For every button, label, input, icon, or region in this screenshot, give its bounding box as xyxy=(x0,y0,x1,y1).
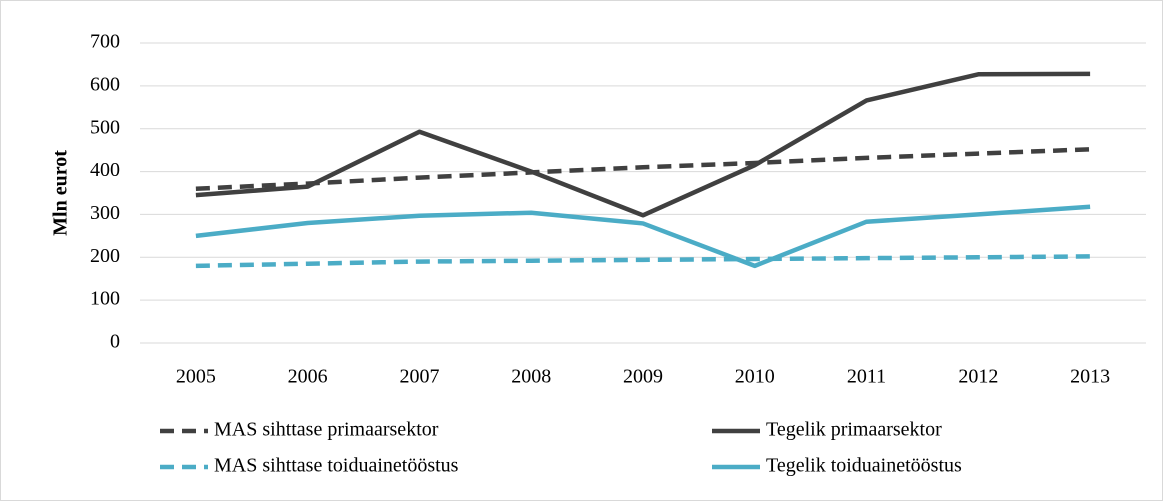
x-tick-label: 2006 xyxy=(288,366,328,388)
x-tick-label: 2007 xyxy=(399,366,439,388)
series-line xyxy=(195,71,1091,218)
y-tick-label: 700 xyxy=(90,31,120,53)
y-tick-label: 300 xyxy=(90,202,120,224)
x-tick-label: 2005 xyxy=(176,366,216,388)
y-tick-label: 0 xyxy=(110,331,120,353)
series-line xyxy=(195,147,1091,191)
series-line xyxy=(195,204,1091,269)
series-line xyxy=(195,254,1091,269)
y-tick-label: 200 xyxy=(90,245,120,267)
legend-label: MAS sihttase primaarsektor xyxy=(214,419,439,441)
legend-label: Tegelik primaarsektor xyxy=(766,419,942,441)
y-tick-label: 500 xyxy=(90,116,120,138)
x-tick-label: 2011 xyxy=(847,366,886,388)
y-axis-label: Mln eurot xyxy=(50,150,72,236)
y-tick-label: 100 xyxy=(90,288,120,310)
x-tick-label: 2012 xyxy=(958,366,998,388)
legend-label: Tegelik toiduainetööstus xyxy=(766,455,962,477)
y-tick-label: 600 xyxy=(90,73,120,95)
y-tick-label: 400 xyxy=(90,159,120,181)
x-tick-label: 2008 xyxy=(511,366,551,388)
x-tick-label: 2013 xyxy=(1070,366,1110,388)
x-tick-label: 2010 xyxy=(735,366,775,388)
legend-label: MAS sihttase toiduainetööstus xyxy=(214,455,459,477)
x-tick-label: 2009 xyxy=(623,366,663,388)
